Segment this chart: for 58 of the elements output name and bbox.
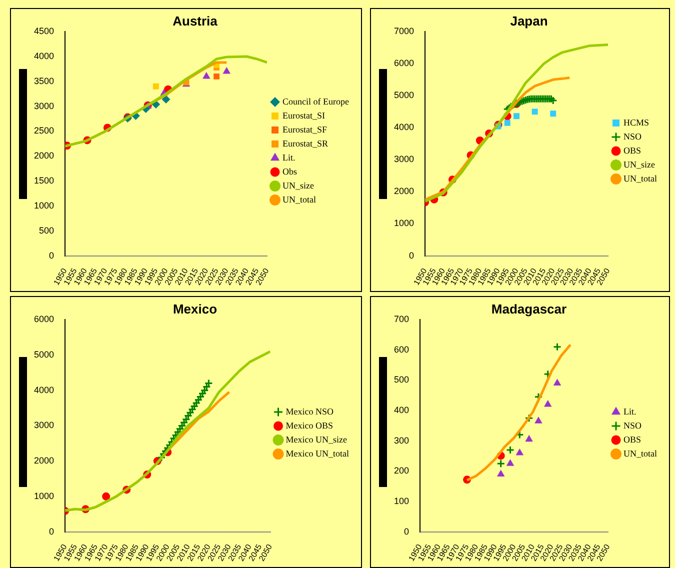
y-tick-label: 300 — [394, 435, 410, 446]
legend-label: Lit. — [282, 152, 296, 162]
y-tick-label: 0 — [49, 526, 54, 536]
chart-title: Mexico — [172, 301, 218, 316]
y-tick-label: 5000 — [34, 349, 54, 360]
y-tick-label: 400 — [394, 405, 410, 416]
chart-title: Japan — [510, 13, 548, 28]
legend-label: UN_size — [282, 180, 314, 190]
y-tick-label: 6000 — [394, 58, 414, 68]
y-tick-label: 3000 — [34, 420, 54, 430]
y-tick-label: 3000 — [394, 154, 414, 164]
y-tick-label: 4000 — [34, 50, 54, 61]
legend-label: NSO — [624, 131, 642, 142]
legend-label: Mexico UN_size — [286, 434, 347, 444]
legend-label: Mexico UN_total — [286, 448, 350, 458]
y-tick-label: 2500 — [34, 126, 54, 136]
y-tick-label: 3500 — [34, 76, 54, 86]
y-tick-label: 500 — [38, 225, 54, 236]
y-tick-label: 7000 — [394, 26, 414, 36]
y-tick-label: 4000 — [394, 122, 414, 132]
legend-label: Eurostat_SI — [282, 110, 326, 120]
y-tick-label: 700 — [394, 314, 410, 324]
y-tick-label: 1000 — [34, 490, 54, 501]
chart-title: Austria — [172, 13, 218, 28]
y-tick-label: 200 — [394, 466, 410, 476]
y-tick-label: 1000 — [34, 200, 54, 210]
legend-label: UN_total — [282, 194, 317, 204]
y-tick-label: 1000 — [394, 218, 414, 228]
y-tick-label: 100 — [394, 496, 410, 506]
chart-title: Madagascar — [491, 301, 567, 316]
y-tick-label: 2000 — [34, 150, 54, 161]
y-tick-label: 1500 — [34, 176, 54, 186]
legend-label: NSO — [624, 420, 642, 430]
y-tick-label: 0 — [404, 526, 410, 536]
y-tick-label: 2000 — [34, 456, 54, 466]
y-tick-label: 4500 — [34, 26, 54, 36]
y-tick-label: 3000 — [34, 100, 54, 111]
legend-label: UN_total — [624, 448, 658, 458]
legend-label: UN_total — [624, 173, 658, 184]
legend-label: Eurostat_SF — [282, 124, 328, 134]
legend-label: OBS — [624, 145, 642, 156]
legend-label: UN_size — [624, 159, 656, 170]
legend-label: Council of Europe — [282, 96, 350, 106]
y-tick-label: 6000 — [34, 314, 54, 324]
y-tick-label: 0 — [49, 250, 54, 260]
legend-label: Obs — [282, 166, 298, 176]
legend-label: HCMS — [624, 117, 650, 128]
y-tick-label: 0 — [409, 250, 414, 260]
y-tick-label: 500 — [394, 374, 410, 385]
y-tick-label: 4000 — [34, 384, 54, 395]
y-tick-label: 600 — [394, 344, 410, 354]
y-tick-label: 2000 — [394, 186, 414, 196]
legend-label: Mexico NSO — [286, 406, 334, 416]
legend-label: OBS — [624, 434, 642, 444]
legend-label: Lit. — [624, 406, 636, 416]
y-tick-label: 5000 — [394, 90, 414, 100]
legend-label: Eurostat_SR — [282, 138, 328, 148]
legend-label: Mexico OBS — [286, 420, 334, 430]
